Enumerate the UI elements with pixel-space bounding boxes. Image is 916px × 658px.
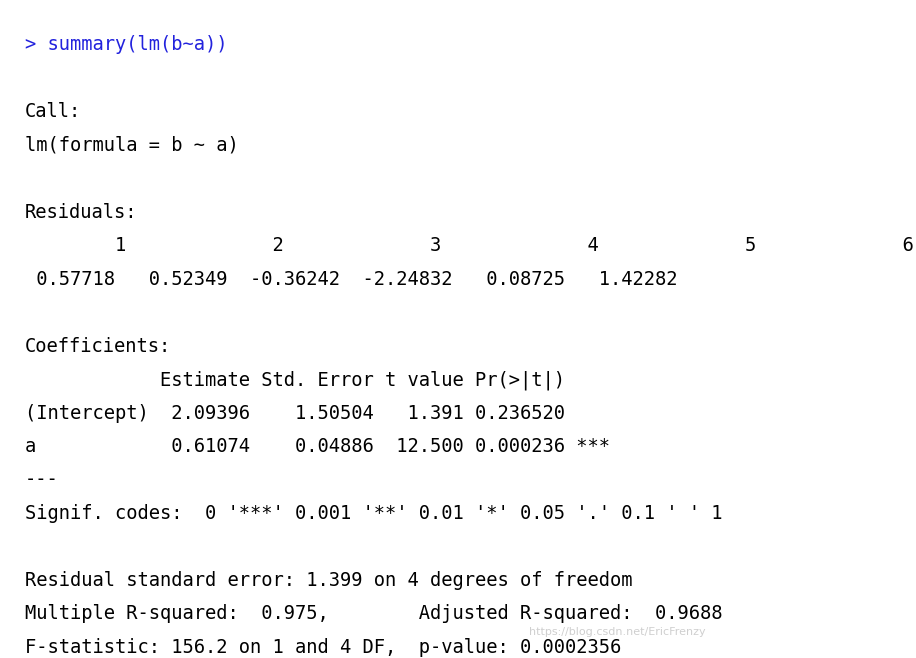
Text: ---: --- [25,470,59,490]
Text: F-statistic: 156.2 on 1 and 4 DF,  p-value: 0.0002356: F-statistic: 156.2 on 1 and 4 DF, p-valu… [25,638,621,657]
Text: 0.57718   0.52349  -0.36242  -2.24832   0.08725   1.42282: 0.57718 0.52349 -0.36242 -2.24832 0.0872… [25,270,678,289]
Text: Call:: Call: [25,103,82,121]
Text: a            0.61074    0.04886  12.500 0.000236 ***: a 0.61074 0.04886 12.500 0.000236 *** [25,437,610,456]
Text: > summary(lm(b~a)): > summary(lm(b~a)) [25,36,227,55]
Text: Estimate Std. Error t value Pr(>|t|): Estimate Std. Error t value Pr(>|t|) [25,370,610,390]
Text: 1             2             3             4             5             6: 1 2 3 4 5 6 [25,236,913,255]
Text: lm(formula = b ~ a): lm(formula = b ~ a) [25,136,239,155]
Text: Residuals:: Residuals: [25,203,137,222]
Text: https://blog.csdn.net/EricFrenzy: https://blog.csdn.net/EricFrenzy [529,627,705,637]
Text: (Intercept)  2.09396    1.50504   1.391 0.236520: (Intercept) 2.09396 1.50504 1.391 0.2365… [25,403,610,422]
Text: Coefficients:: Coefficients: [25,337,171,355]
Text: Signif. codes:  0 '***' 0.001 '**' 0.01 '*' 0.05 '.' 0.1 ' ' 1: Signif. codes: 0 '***' 0.001 '**' 0.01 '… [25,504,723,523]
Text: Multiple R-squared:  0.975,        Adjusted R-squared:  0.9688: Multiple R-squared: 0.975, Adjusted R-sq… [25,604,723,623]
Text: Residual standard error: 1.399 on 4 degrees of freedom: Residual standard error: 1.399 on 4 degr… [25,571,632,590]
